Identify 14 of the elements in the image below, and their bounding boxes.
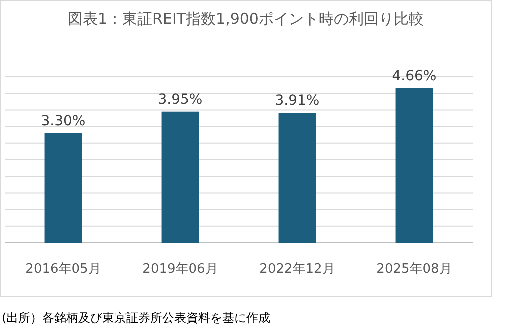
text: (出所）各銘柄及び東京証券所公表資料を基に作成 xyxy=(2,311,271,325)
data-label: 3.91% xyxy=(275,93,320,110)
bar xyxy=(278,113,316,243)
data-label: 3.30% xyxy=(41,113,86,130)
data-label: 3.95% xyxy=(158,92,203,108)
x-tick-label: 2016年05月 xyxy=(26,262,102,277)
bar xyxy=(44,133,82,243)
bar xyxy=(162,112,200,243)
data-label: 4.66% xyxy=(392,68,437,84)
chart-title: 図表1：東証REIT指数1,900ポイント時の利回り比較 xyxy=(68,10,424,28)
bar xyxy=(396,88,434,243)
x-tick-label: 2022年12月 xyxy=(260,262,336,277)
x-tick-label: 2025年08月 xyxy=(376,262,452,277)
x-tick-label: 2019年06月 xyxy=(142,262,218,277)
